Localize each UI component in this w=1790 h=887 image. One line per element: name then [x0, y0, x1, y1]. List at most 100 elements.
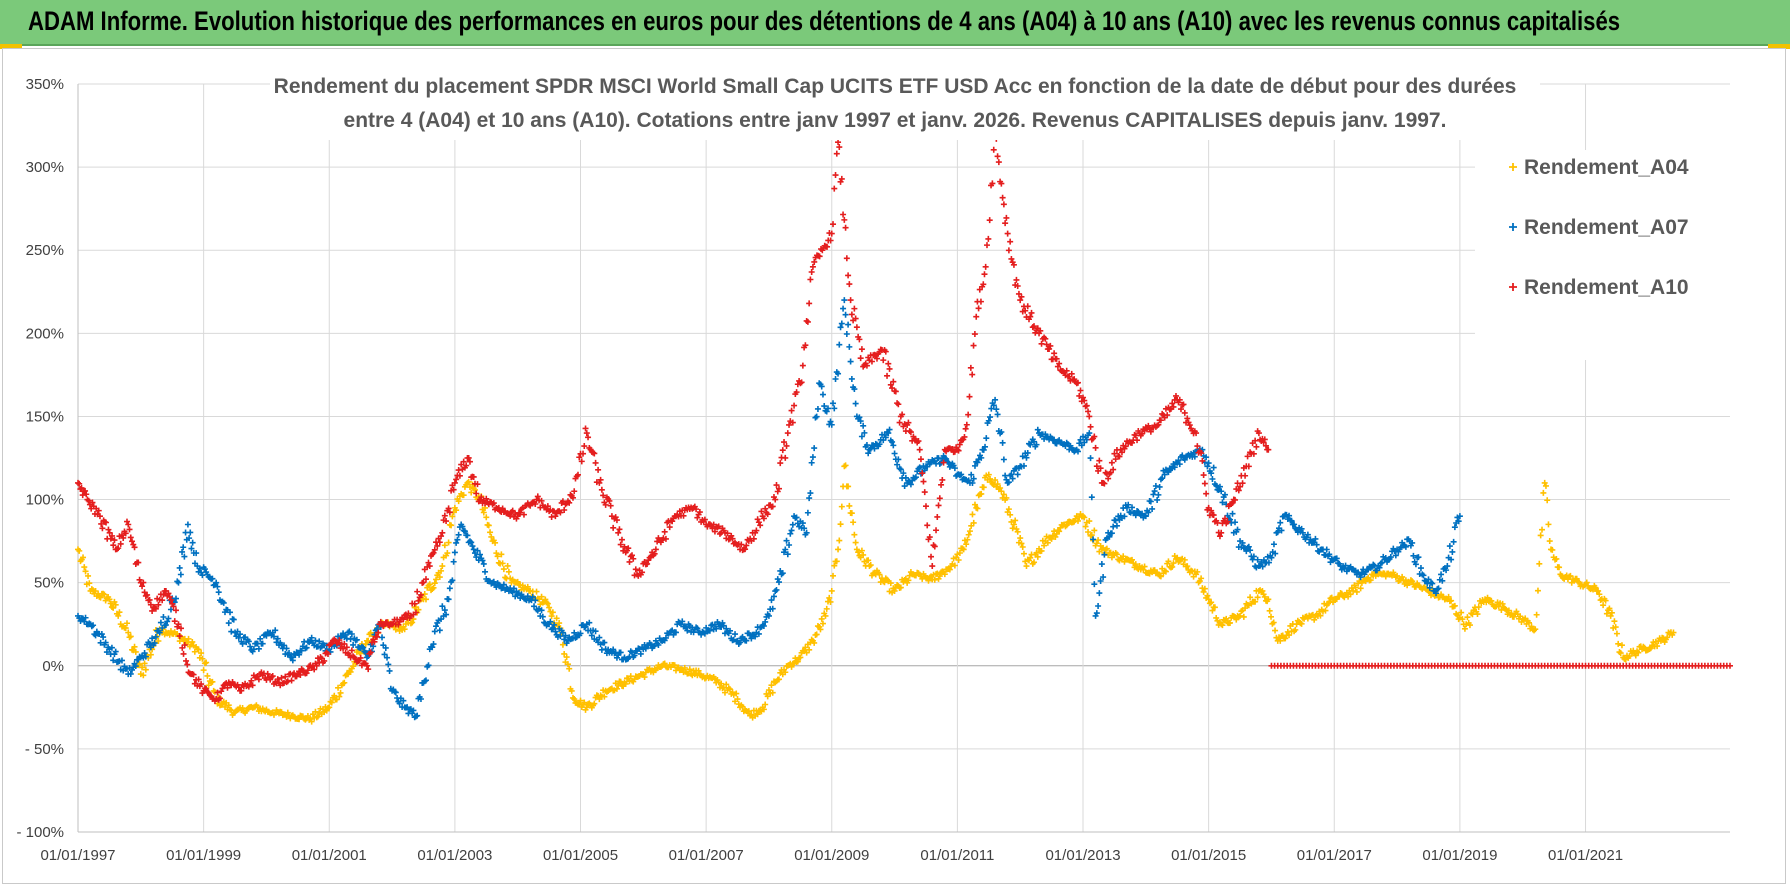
- rendement-a10-point: [167, 596, 174, 603]
- rendement-a04-point: [421, 591, 428, 598]
- rendement-a07-point: [1439, 577, 1446, 584]
- rendement-a10-point: [607, 502, 614, 509]
- rendement-a10-point: [848, 311, 855, 318]
- rendement-a10-point: [1147, 428, 1154, 435]
- rendement-a04-point: [1103, 545, 1110, 552]
- rendement-a04-point: [1085, 529, 1092, 536]
- rendement-a10-point: [639, 569, 646, 576]
- rendement-a10-point: [127, 534, 134, 541]
- rendement-a04-point: [941, 571, 948, 578]
- rendement-a07-point: [146, 640, 153, 647]
- rendement-a04-point: [1466, 622, 1473, 629]
- rendement-a10-point: [975, 305, 982, 312]
- rendement-a10-point: [1229, 499, 1236, 506]
- rendement-a07-point: [225, 620, 232, 627]
- rendement-a10-point: [1076, 392, 1083, 399]
- rendement-a07-point: [176, 564, 183, 571]
- rendement-a10-point: [1170, 403, 1177, 410]
- x-tick-label: 01/01/2011: [920, 847, 994, 864]
- rendement-a07-point: [837, 324, 844, 331]
- rendement-a07-point: [1286, 512, 1293, 519]
- rendement-a07-point: [228, 628, 235, 635]
- rendement-a10-point: [1180, 401, 1187, 408]
- legend-entry: Rendement_A04: [1509, 156, 1689, 179]
- rendement-a07-point: [247, 643, 254, 650]
- rendement-a07-point: [684, 627, 691, 634]
- rendement-a07-point: [1387, 554, 1394, 561]
- rendement-a10-point: [632, 566, 639, 573]
- rendement-a07-point: [809, 454, 816, 461]
- rendement-a07-point: [1448, 556, 1455, 563]
- rendement-a04-point: [1056, 528, 1063, 535]
- rendement-a07-point: [108, 644, 115, 651]
- rendement-a07-point: [1147, 498, 1154, 505]
- rendement-a07-point: [969, 480, 976, 487]
- rendement-a10-point: [618, 536, 625, 543]
- rendement-a04-point: [845, 483, 852, 490]
- rendement-a10-point: [532, 501, 539, 508]
- rendement-a07-point: [1155, 491, 1162, 498]
- rendement-a07-point: [181, 553, 188, 560]
- rendement-a10-point: [1092, 444, 1099, 451]
- rendement-a04-point: [1451, 602, 1458, 609]
- rendement-a07-point: [102, 639, 109, 646]
- rendement-a07-point: [768, 597, 775, 604]
- rendement-a04-point: [768, 682, 775, 689]
- rendement-a07-point: [167, 606, 174, 613]
- rendement-a10-point: [450, 486, 457, 493]
- rendement-a04-point: [836, 537, 843, 544]
- rendement-a07-point: [845, 321, 852, 328]
- rendement-a04-point: [769, 689, 776, 696]
- rendement-a10-point: [915, 438, 922, 445]
- rendement-a10-point: [412, 609, 419, 616]
- rendement-a07-point: [353, 636, 360, 643]
- rendement-a10-point: [621, 543, 628, 550]
- rendement-a10-point: [917, 456, 924, 463]
- rendement-a04-point: [1081, 514, 1088, 521]
- rendement-a10-point: [1022, 307, 1029, 314]
- rendement-a10-point: [924, 522, 931, 529]
- rendement-a10-point: [1083, 402, 1090, 409]
- rendement-a07-point: [848, 375, 855, 382]
- rendement-a07-point: [1412, 561, 1419, 568]
- rendement-a04-point: [1012, 517, 1019, 524]
- rendement-a07-point: [100, 634, 107, 641]
- rendement-a04-point: [865, 557, 872, 564]
- rendement-a07-point: [1034, 426, 1041, 433]
- rendement-a10-point: [711, 528, 718, 535]
- rendement-a04-point: [203, 659, 210, 666]
- rendement-a04-point: [1086, 518, 1093, 525]
- rendement-a07-point: [832, 375, 839, 382]
- rendement-a10-point: [1221, 515, 1228, 522]
- rendement-a10-point: [171, 618, 178, 625]
- rendement-a04-point: [1322, 607, 1329, 614]
- rendement-a07-point: [891, 450, 898, 457]
- rendement-a10-point: [955, 447, 962, 454]
- rendement-a10-point: [836, 144, 843, 151]
- rendement-a07-point: [900, 470, 907, 477]
- rendement-a04-point: [1541, 479, 1548, 486]
- rendement-a04-point: [546, 604, 553, 611]
- rendement-a07-point: [762, 618, 769, 625]
- rendement-a10-point: [999, 194, 1006, 201]
- rendement-a10-point: [238, 687, 245, 694]
- rendement-a10-point: [98, 520, 105, 527]
- rendement-a07-point: [818, 383, 825, 390]
- rendement-a04-point: [1205, 596, 1212, 603]
- rendement-a04-point: [556, 620, 563, 627]
- rendement-a10-point: [517, 509, 524, 516]
- rendement-a10-point: [248, 677, 255, 684]
- rendement-a10-point: [811, 258, 818, 265]
- rendement-a10-point: [1193, 430, 1200, 437]
- rendement-a07-point: [916, 464, 923, 471]
- rendement-a07-point: [1091, 581, 1098, 588]
- rendement-a10-point: [961, 433, 968, 440]
- rendement-a04-point: [500, 566, 507, 573]
- rendement-a07-point: [1156, 483, 1163, 490]
- rendement-a04-point: [335, 684, 342, 691]
- rendement-a07-point: [127, 670, 134, 677]
- rendement-a07-point: [863, 442, 870, 449]
- rendement-a07-point: [1024, 449, 1031, 456]
- rendement-a04-point: [198, 650, 205, 657]
- rendement-a04-point: [577, 697, 584, 704]
